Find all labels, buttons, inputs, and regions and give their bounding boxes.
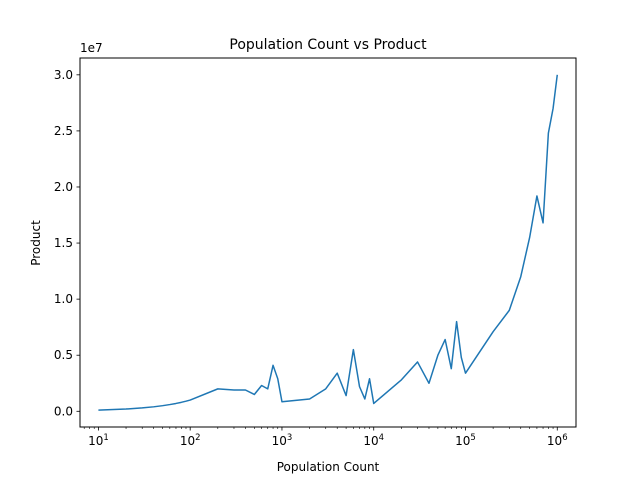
x-tick-exponent: 3 [287, 433, 292, 443]
x-tick-base: 10 [363, 434, 378, 448]
y-tick-label: 3.0 [54, 68, 73, 82]
axes-frame [79, 57, 577, 428]
x-axis-label: Population Count [277, 460, 380, 474]
x-tick-exponent: 5 [470, 433, 475, 443]
series-line [98, 74, 559, 411]
x-tick-label: 103 [272, 433, 293, 448]
x-tick-exponent: 1 [103, 433, 108, 443]
x-tick-base: 10 [547, 434, 562, 448]
y-tick-label: 0.0 [54, 404, 73, 418]
x-tick-label: 101 [88, 433, 109, 448]
x-tick-label: 105 [455, 433, 476, 448]
y-tick-label: 2.0 [54, 180, 73, 194]
y-tick-label: 1.5 [54, 236, 73, 250]
y-tick-label: 2.5 [54, 124, 73, 138]
x-tick-label: 104 [363, 433, 384, 448]
x-tick-base: 10 [455, 434, 470, 448]
x-tick-exponent: 4 [379, 433, 384, 443]
y-axis-label: Product [29, 220, 43, 266]
plot-area [98, 74, 559, 411]
chart-title: Population Count vs Product [229, 37, 427, 53]
x-tick-exponent: 6 [562, 433, 567, 443]
y-tick-label: 1.0 [54, 292, 73, 306]
x-tick-base: 10 [272, 434, 287, 448]
x-tick-base: 10 [88, 434, 103, 448]
x-tick-label: 106 [547, 433, 568, 448]
x-tick-exponent: 2 [195, 433, 200, 443]
x-tick-label: 102 [180, 433, 201, 448]
x-tick-base: 10 [180, 434, 195, 448]
y-tick-label: 0.5 [54, 348, 73, 362]
y-axis-offset-label: 1e7 [80, 41, 103, 55]
